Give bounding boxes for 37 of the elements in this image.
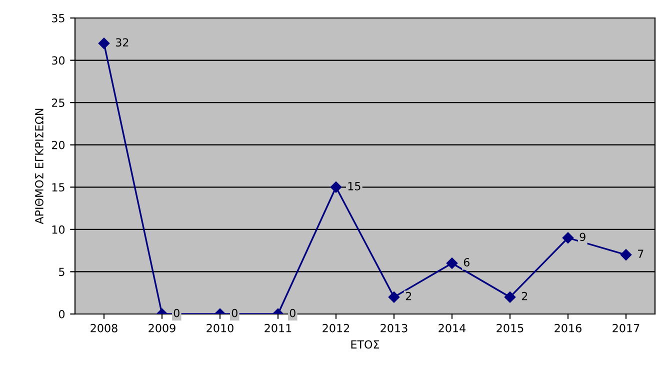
y-tick-label: 15 bbox=[52, 183, 64, 192]
data-label: 0 bbox=[174, 308, 180, 318]
x-tick-label: 2008 bbox=[90, 324, 118, 332]
data-label: 0 bbox=[232, 308, 238, 318]
point bbox=[330, 182, 342, 193]
x-tick-label: 2017 bbox=[612, 324, 640, 332]
y-tick-label: 0 bbox=[58, 310, 65, 318]
x-tick-label: 2015 bbox=[496, 324, 524, 332]
y-tick-label: 25 bbox=[52, 98, 64, 107]
y-tick-label: 35 bbox=[52, 14, 64, 22]
data-label: 2 bbox=[522, 292, 528, 300]
data-label: 9 bbox=[580, 232, 586, 242]
point bbox=[504, 291, 516, 303]
y-axis-title: ΑΡΙΘΜΟΣ ΕΓΚΡΙΣΕΩΝ bbox=[35, 108, 44, 224]
data-label: 15 bbox=[348, 182, 360, 190]
x-tick-label: 2014 bbox=[438, 324, 466, 332]
x-tick-label: 2013 bbox=[380, 324, 408, 332]
point bbox=[620, 249, 632, 260]
x-tick-label: 2012 bbox=[322, 324, 350, 332]
point bbox=[388, 291, 400, 303]
x-axis-title: ΕΤΟΣ bbox=[351, 340, 380, 349]
point bbox=[446, 258, 458, 269]
x-tick-label: 2016 bbox=[554, 324, 582, 332]
y-tick-label: 10 bbox=[52, 225, 65, 234]
x-tick-label: 2010 bbox=[206, 324, 234, 332]
y-tick-label: 30 bbox=[52, 56, 65, 65]
data-label: 2 bbox=[406, 292, 412, 300]
point bbox=[562, 232, 574, 244]
data-label: 32 bbox=[116, 38, 128, 47]
data-label: 7 bbox=[638, 250, 644, 258]
data-label: 6 bbox=[464, 258, 470, 266]
y-tick-label: 20 bbox=[52, 140, 65, 150]
x-tick-label: 2011 bbox=[264, 324, 292, 332]
x-tick-label: 2009 bbox=[148, 324, 176, 332]
point bbox=[98, 38, 110, 49]
data-label: 0 bbox=[290, 308, 296, 318]
y-tick-label: 5 bbox=[59, 268, 64, 276]
